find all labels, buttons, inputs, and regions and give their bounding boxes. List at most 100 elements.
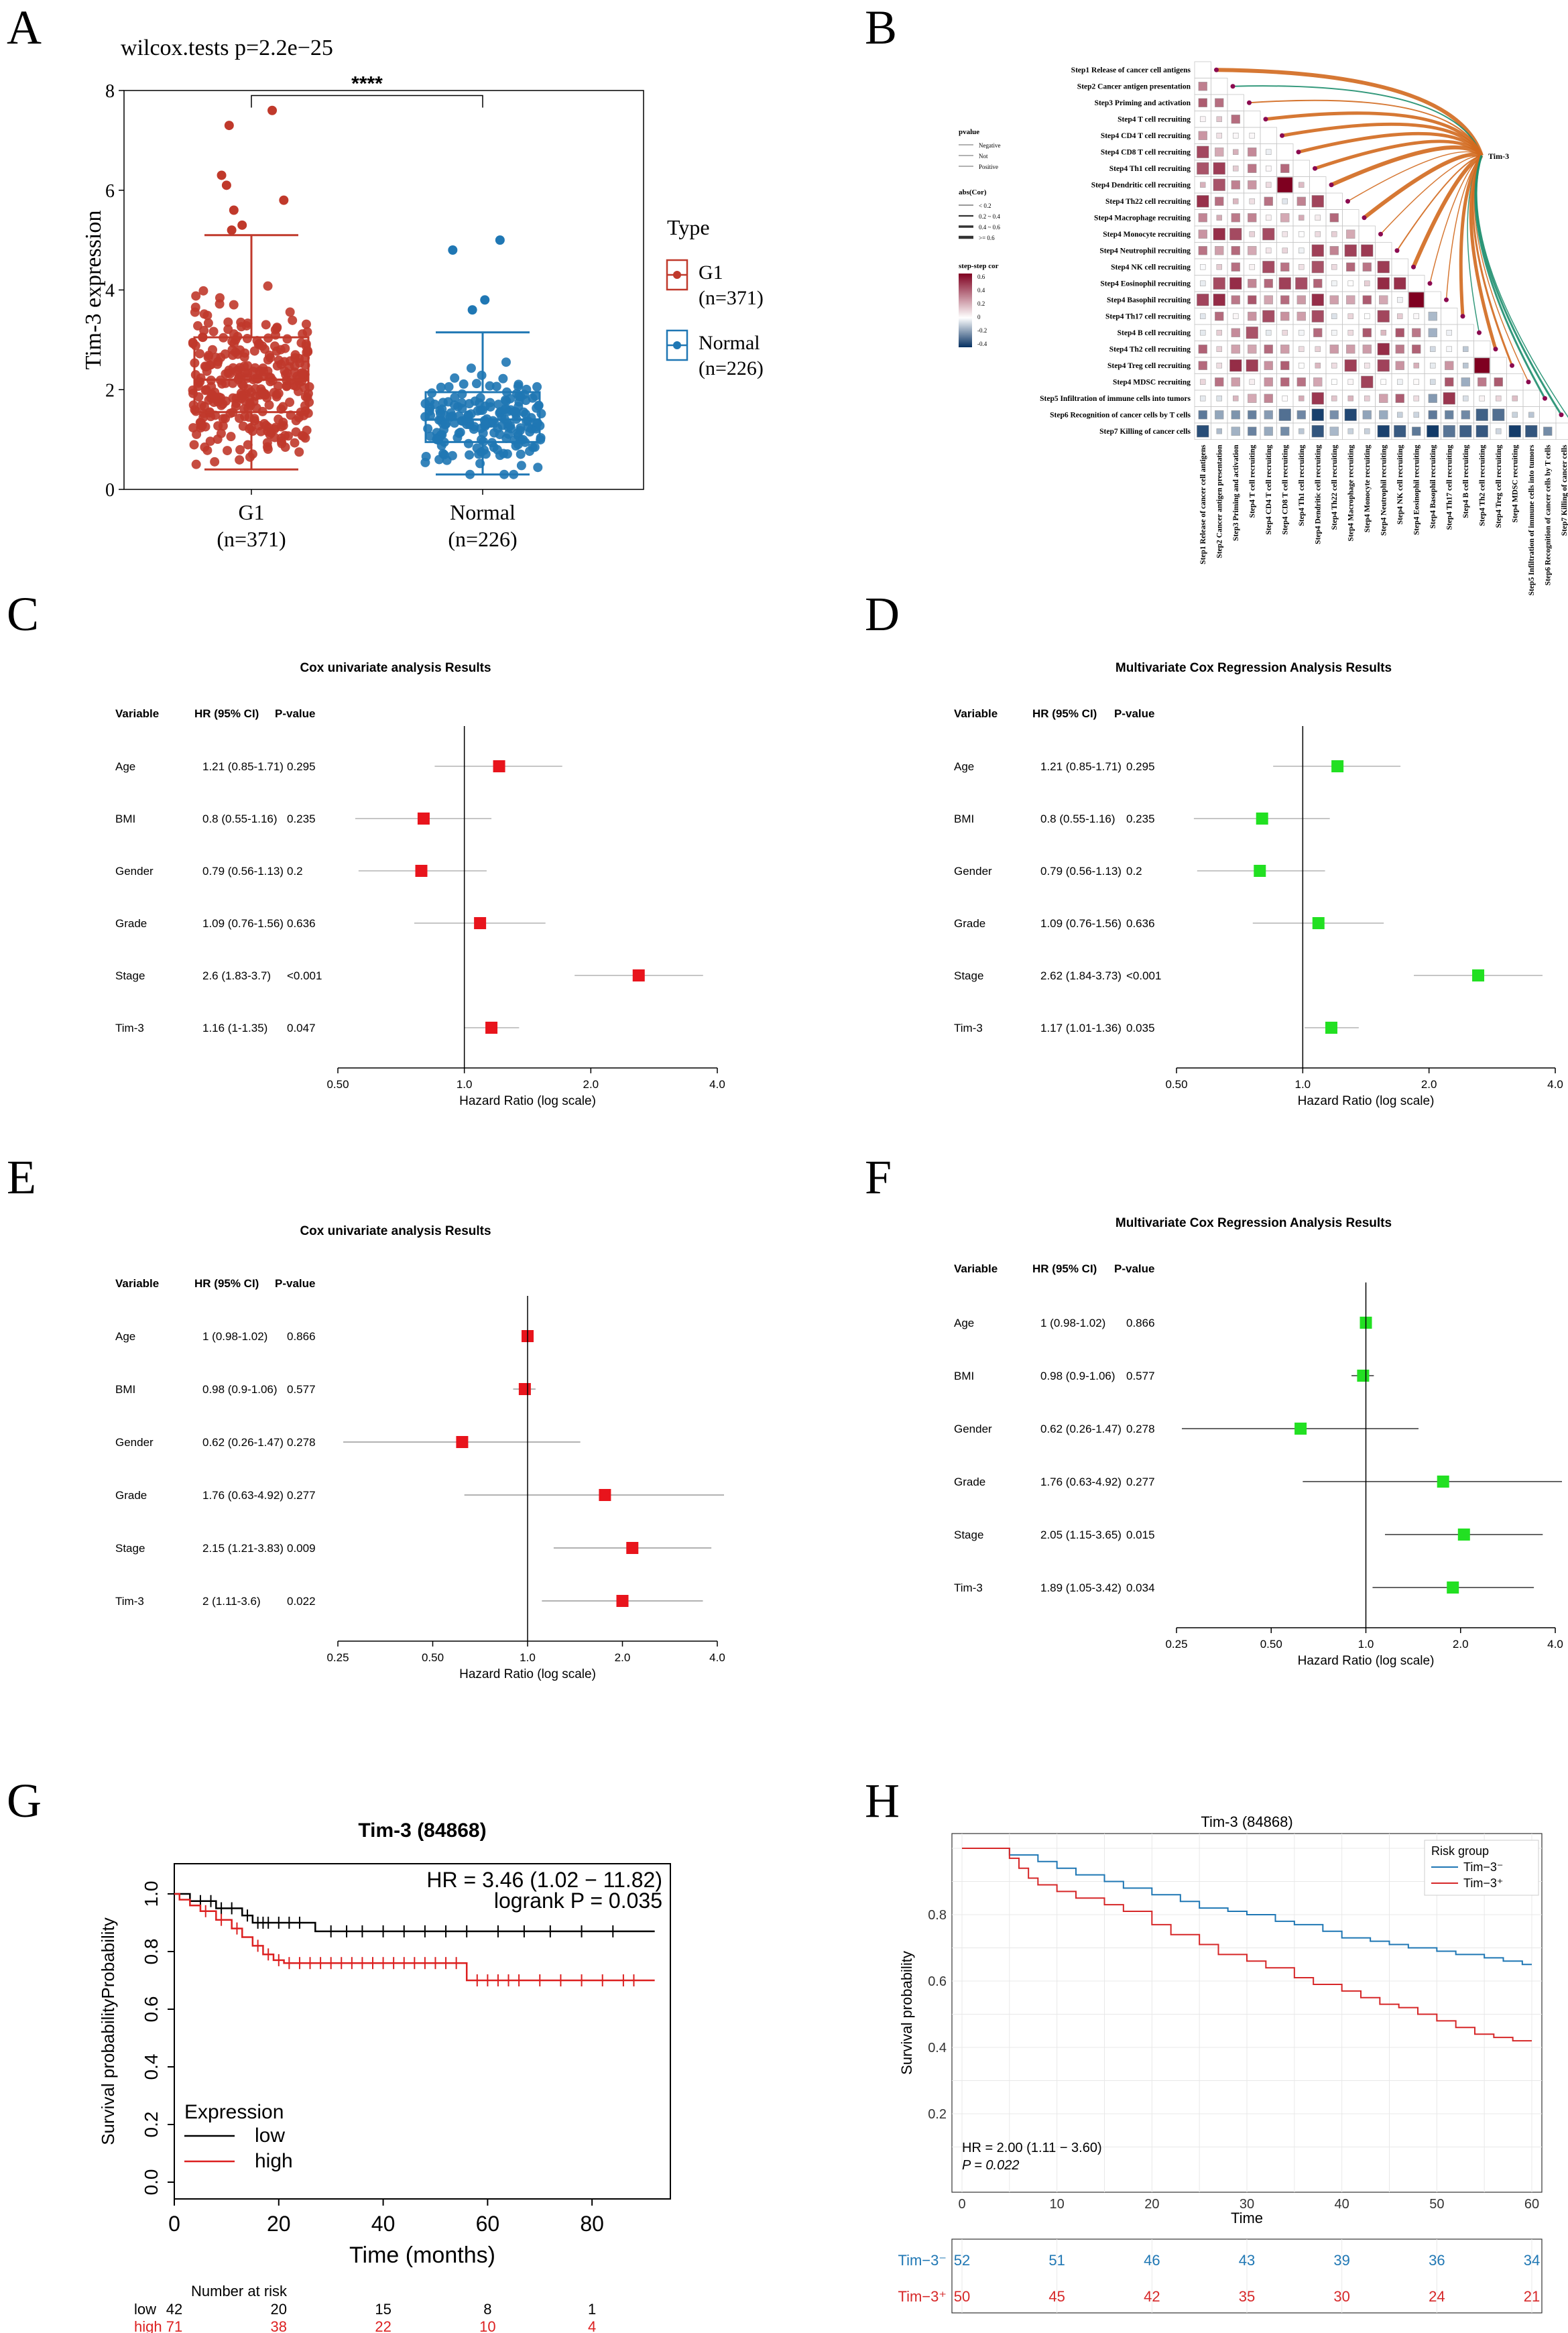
km-y-label: Survival probability xyxy=(898,1951,915,2075)
km-curve xyxy=(962,1848,1532,2042)
forest-header: P-value xyxy=(1114,1262,1154,1275)
forest-hr-marker xyxy=(417,813,430,825)
legend-cor-tick: -0.4 xyxy=(977,341,987,347)
data-point xyxy=(228,393,238,403)
forest-hr-ci: 0.62 (0.26-1.47) xyxy=(1040,1423,1122,1435)
column-label: Step4 MDSC recruiting xyxy=(1511,444,1519,522)
cell-frame xyxy=(1555,422,1568,440)
heat-cell xyxy=(1246,359,1258,372)
data-point xyxy=(423,424,433,434)
heat-cell xyxy=(1231,295,1240,304)
heat-cell xyxy=(1264,295,1273,304)
heat-cell xyxy=(1346,229,1355,239)
km-x-tick-label: 0 xyxy=(958,2197,965,2212)
heat-cell xyxy=(1346,295,1355,304)
forest-hr-ci: 1.76 (0.63-4.92) xyxy=(1040,1476,1122,1488)
forest-x-tick-label: 2.0 xyxy=(583,1078,599,1091)
heat-cell xyxy=(1315,231,1321,237)
forest-pvalue: 0.278 xyxy=(1126,1423,1155,1435)
heat-cell xyxy=(1216,215,1222,221)
heat-cell xyxy=(1215,312,1224,321)
risk-value: 42 xyxy=(1144,2288,1160,2305)
heat-cell xyxy=(1313,328,1323,337)
heat-cell xyxy=(1231,377,1240,387)
data-point xyxy=(516,461,526,471)
risk-value: 34 xyxy=(1524,2252,1540,2269)
data-point xyxy=(223,446,233,456)
gene-step-link xyxy=(1363,152,1482,220)
gene-step-link xyxy=(1330,145,1484,187)
cell-frame xyxy=(1358,225,1376,243)
outlier-point xyxy=(237,220,247,230)
column-label: Step4 B cell recruiting xyxy=(1462,444,1470,518)
panel-c-letter: C xyxy=(7,587,40,641)
km-x-label: Time (months) xyxy=(349,2242,495,2268)
heat-cell xyxy=(1299,428,1305,434)
data-point xyxy=(208,326,219,337)
legend-entry: Normal xyxy=(699,332,760,354)
outlier-point xyxy=(217,170,227,180)
link-endpoint xyxy=(1493,347,1498,352)
outlier-point xyxy=(229,205,239,215)
forest-header: Variable xyxy=(954,707,998,720)
forest-x-tick-label: 0.50 xyxy=(326,1078,349,1091)
heat-cell xyxy=(1229,359,1242,372)
row-label: Step4 Treg cell recruiting xyxy=(1107,362,1191,370)
heat-cell xyxy=(1362,262,1372,272)
km-y-tick-label: 0.6 xyxy=(928,1974,947,1989)
forest-hr-ci: 2.15 (1.21-3.83) xyxy=(202,1542,284,1555)
heat-cell xyxy=(1266,182,1272,188)
heat-cell xyxy=(1299,396,1305,402)
forest-x-tick-label: 1.0 xyxy=(1295,1078,1311,1091)
heat-cell xyxy=(1231,213,1240,223)
panel-h-survival: Tim-3 (84868) 0.2 0.4 0.6 0.8 Survival probab… xyxy=(898,1813,1543,2314)
column-label: Step4 Th1 cell recruiting xyxy=(1298,444,1306,526)
column-label: Step4 Treg cell recruiting xyxy=(1495,444,1503,528)
forest-hr-ci: 2.62 (1.84-3.73) xyxy=(1040,969,1122,982)
cell-frame xyxy=(1424,291,1441,308)
data-point xyxy=(516,449,526,459)
heat-cell xyxy=(1216,133,1222,139)
data-point xyxy=(290,438,300,448)
panel-b-heatmap: Step1 Release of cancer cell antigens Ste… xyxy=(959,61,1568,595)
heat-cell xyxy=(1299,247,1305,253)
data-point xyxy=(221,396,231,406)
cell-frame xyxy=(1260,127,1277,144)
heat-cell xyxy=(1277,177,1293,193)
data-point xyxy=(501,357,511,367)
heat-cell xyxy=(1395,328,1404,337)
forest-variable: BMI xyxy=(115,1383,135,1396)
forest-header: HR (95% CI) xyxy=(1032,1262,1097,1275)
heat-cell xyxy=(1413,379,1419,385)
forest-x-label: Hazard Ratio (log scale) xyxy=(1298,1654,1435,1668)
heat-cell xyxy=(1248,295,1257,304)
column-label: Step4 Th22 cell recruiting xyxy=(1331,444,1339,530)
forest-header: P-value xyxy=(275,707,315,720)
row-label: Step4 Th1 cell recruiting xyxy=(1109,165,1191,173)
data-point xyxy=(218,421,228,431)
legend-abs-item: >= 0.6 xyxy=(979,235,995,241)
heat-cell xyxy=(1246,326,1258,339)
heat-cell xyxy=(1280,345,1290,354)
heat-cell xyxy=(1216,264,1222,270)
heat-cell xyxy=(1296,196,1306,206)
data-point xyxy=(264,400,274,410)
data-point xyxy=(500,404,510,414)
heat-cell xyxy=(1430,363,1436,369)
forest-x-tick-label: 2.0 xyxy=(1421,1078,1437,1091)
forest-variable: BMI xyxy=(954,1370,974,1382)
risk-value: 46 xyxy=(1144,2252,1160,2269)
gene-label: Tim-3 xyxy=(1488,152,1509,161)
heat-cell xyxy=(1280,361,1290,370)
heat-cell xyxy=(1198,213,1207,223)
row-label: Step4 CD8 T cell recruiting xyxy=(1101,148,1191,156)
risk-value: 24 xyxy=(1429,2288,1445,2305)
heat-cell xyxy=(1215,377,1224,387)
heat-cell xyxy=(1313,279,1323,288)
heat-cell xyxy=(1331,313,1337,319)
heat-cell xyxy=(1249,198,1255,204)
data-point xyxy=(220,414,230,424)
forest-variable: Grade xyxy=(115,917,147,930)
data-point xyxy=(200,361,210,371)
heat-cell xyxy=(1311,244,1324,257)
